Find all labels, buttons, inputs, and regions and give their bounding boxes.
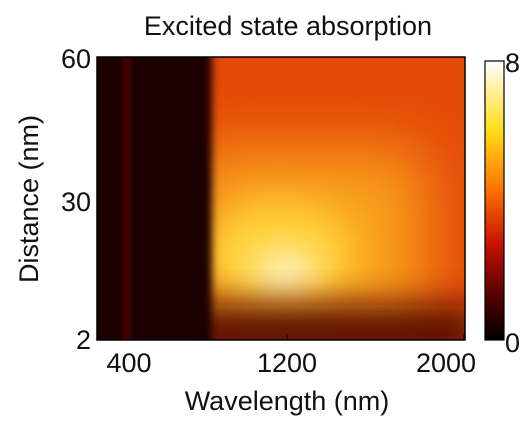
x-tick-label-1200: 1200 xyxy=(257,348,317,378)
colorbar-gradient xyxy=(484,60,505,341)
heatmap-ridge xyxy=(124,57,129,340)
heatmap-surface xyxy=(97,57,465,340)
y-axis-ticks: 60 30 2 xyxy=(61,44,103,355)
x-tick-label-2000: 2000 xyxy=(416,348,476,378)
y-tick-label-60: 60 xyxy=(61,44,91,74)
colorbar-tick-min: 0 xyxy=(505,328,520,358)
x-tick-label-400: 400 xyxy=(106,348,151,378)
chart-title: Excited state absorption xyxy=(144,11,432,41)
y-axis-label: Distance (nm) xyxy=(14,115,44,283)
x-axis-label: Wavelength (nm) xyxy=(185,386,390,416)
heatmap-peak xyxy=(255,252,315,292)
y-tick-label-30: 30 xyxy=(61,187,91,217)
heatmap-bottom-fade xyxy=(180,305,465,340)
colorbar: 8 0 xyxy=(484,48,520,358)
heatmap-dark-band xyxy=(97,57,212,340)
y-tick-label-2: 2 xyxy=(76,325,91,355)
colorbar-tick-max: 8 xyxy=(505,48,520,78)
plot-frame xyxy=(96,56,466,341)
x-axis-ticks: 400 1200 2000 xyxy=(106,334,476,378)
